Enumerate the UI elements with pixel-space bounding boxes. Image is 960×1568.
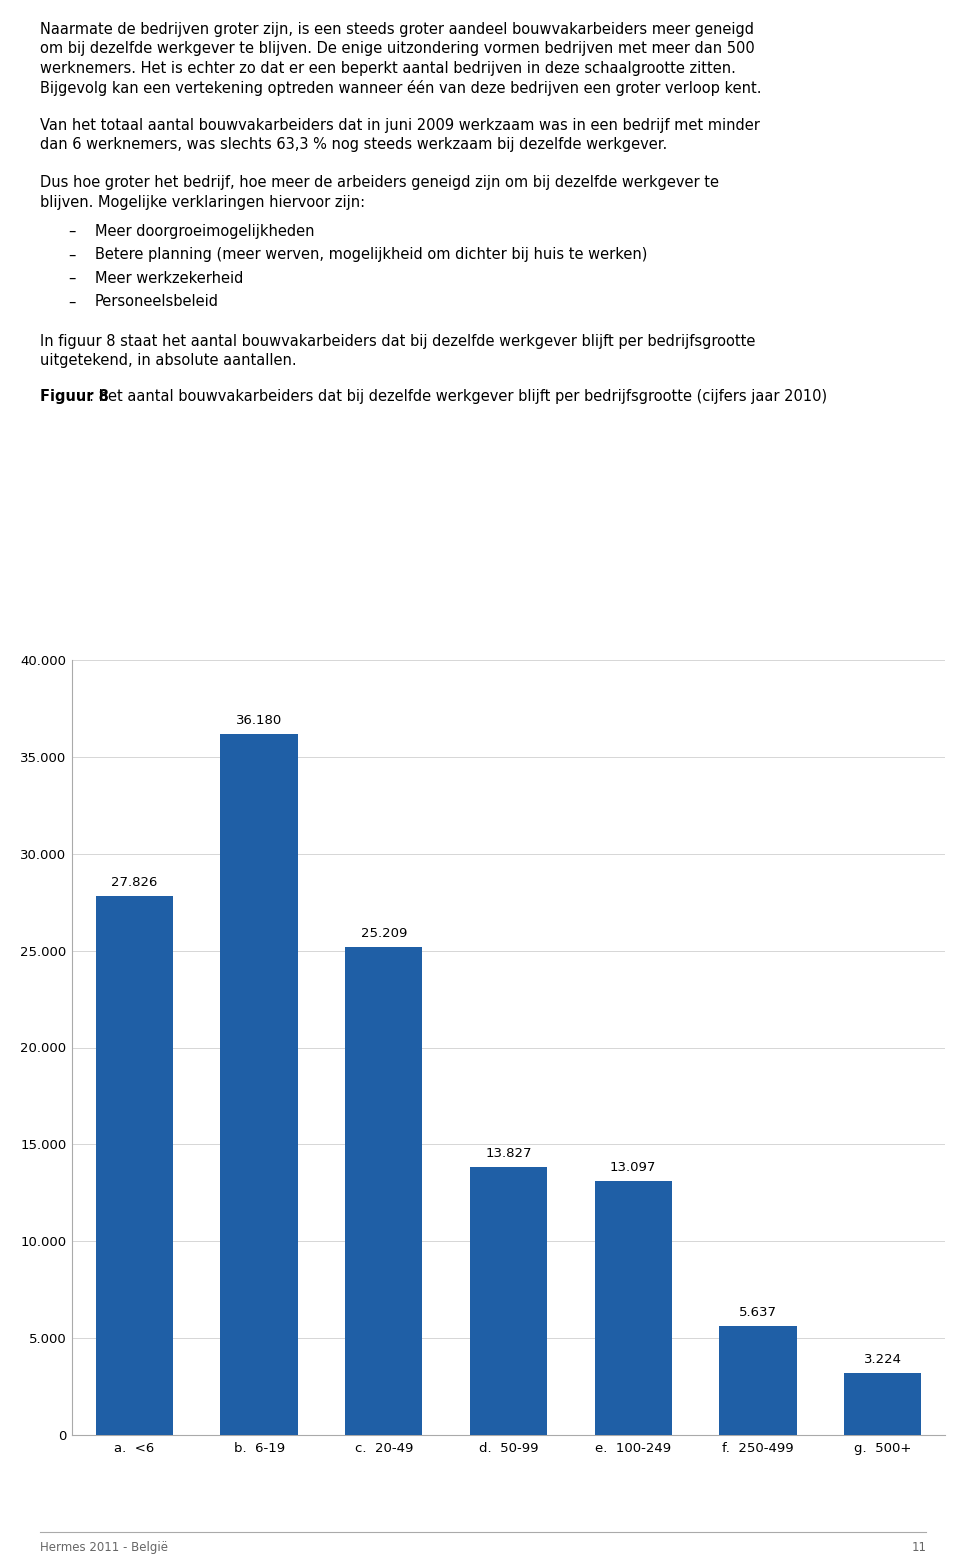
Text: Hermes 2011 - België: Hermes 2011 - België (40, 1541, 168, 1554)
Text: Meer doorgroeimogelijkheden: Meer doorgroeimogelijkheden (95, 224, 315, 238)
Bar (221, 734, 298, 1435)
Text: blijven. Mogelijke verklaringen hiervoor zijn:: blijven. Mogelijke verklaringen hiervoor… (40, 194, 365, 210)
Text: 13.827: 13.827 (485, 1148, 532, 1160)
Bar (844, 1372, 922, 1435)
Text: 11: 11 (911, 1541, 926, 1554)
Bar (96, 895, 173, 1435)
Bar (469, 1167, 547, 1435)
Text: Personeelsbeleid: Personeelsbeleid (95, 295, 219, 309)
Text: Dus hoe groter het bedrijf, hoe meer de arbeiders geneigd zijn om bij dezelfde w: Dus hoe groter het bedrijf, hoe meer de … (40, 176, 719, 190)
Text: –: – (68, 224, 76, 238)
Text: dan 6 werknemers, was slechts 63,3 % nog steeds werkzaam bij dezelfde werkgever.: dan 6 werknemers, was slechts 63,3 % nog… (40, 138, 667, 152)
Text: –: – (68, 295, 76, 309)
Text: Meer werkzekerheid: Meer werkzekerheid (95, 271, 244, 285)
Text: –: – (68, 271, 76, 285)
Text: Naarmate de bedrijven groter zijn, is een steeds groter aandeel bouwvakarbeiders: Naarmate de bedrijven groter zijn, is ee… (40, 22, 754, 38)
Text: 5.637: 5.637 (739, 1306, 777, 1319)
Text: 3.224: 3.224 (864, 1353, 901, 1366)
Text: 36.180: 36.180 (236, 715, 282, 728)
Bar (594, 1181, 672, 1435)
Bar (719, 1327, 797, 1435)
Text: Betere planning (meer werven, mogelijkheid om dichter bij huis te werken): Betere planning (meer werven, mogelijkhe… (95, 248, 647, 262)
Text: uitgetekend, in absolute aantallen.: uitgetekend, in absolute aantallen. (40, 353, 297, 368)
Bar (346, 947, 422, 1435)
Text: Figuur 8: Figuur 8 (40, 389, 108, 405)
Text: In figuur 8 staat het aantal bouwvakarbeiders dat bij dezelfde werkgever blijft : In figuur 8 staat het aantal bouwvakarbe… (40, 334, 756, 350)
Text: Van het totaal aantal bouwvakarbeiders dat in juni 2009 werkzaam was in een bedr: Van het totaal aantal bouwvakarbeiders d… (40, 118, 760, 133)
Text: –: – (68, 248, 76, 262)
Text: om bij dezelfde werkgever te blijven. De enige uitzondering vormen bedrijven met: om bij dezelfde werkgever te blijven. De… (40, 41, 755, 56)
Text: : het aantal bouwvakarbeiders dat bij dezelfde werkgever blijft per bedrijfsgroo: : het aantal bouwvakarbeiders dat bij de… (89, 389, 828, 405)
Text: werknemers. Het is echter zo dat er een beperkt aantal bedrijven in deze schaalg: werknemers. Het is echter zo dat er een … (40, 61, 736, 75)
Text: Bijgevolg kan een vertekening optreden wanneer één van deze bedrijven een groter: Bijgevolg kan een vertekening optreden w… (40, 80, 761, 97)
Text: 13.097: 13.097 (610, 1162, 657, 1174)
Text: 25.209: 25.209 (361, 927, 407, 939)
Text: 27.826: 27.826 (111, 877, 157, 889)
